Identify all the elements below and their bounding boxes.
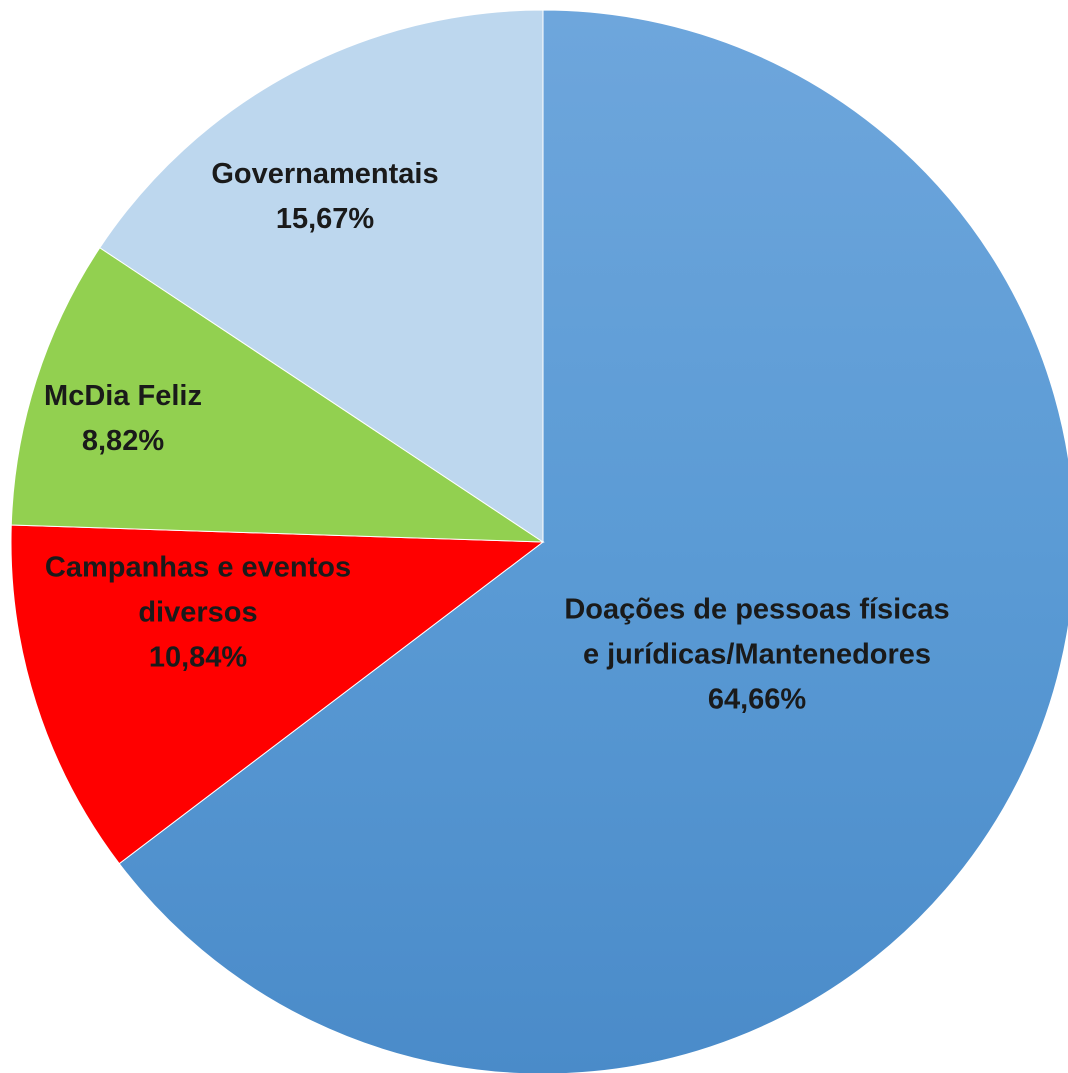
pie-slices [10, 9, 1068, 1073]
pie-labels: Doações de pessoas físicas e jurídicas/Ma… [44, 158, 950, 716]
slice-category-label: Governamentais [211, 158, 438, 190]
slice-category-label: e jurídicas/Mantenedores [583, 639, 931, 671]
slice-value-label: 15,67% [276, 203, 375, 235]
pie-slice [118, 9, 1068, 1073]
slice-value-label: 10,84% [149, 642, 248, 674]
slice-category-label: Doações de pessoas físicas [564, 594, 949, 626]
slice-value-label: 64,66% [708, 684, 807, 716]
pie-slice [99, 9, 544, 543]
pie-slice [10, 247, 545, 543]
slice-category-label: McDia Feliz [44, 380, 202, 412]
slice-value-label: 8,82% [82, 425, 164, 457]
slice-category-label: diversos [138, 597, 257, 629]
slice-category-label: Campanhas e eventos [45, 552, 351, 584]
pie-slice [10, 524, 545, 865]
